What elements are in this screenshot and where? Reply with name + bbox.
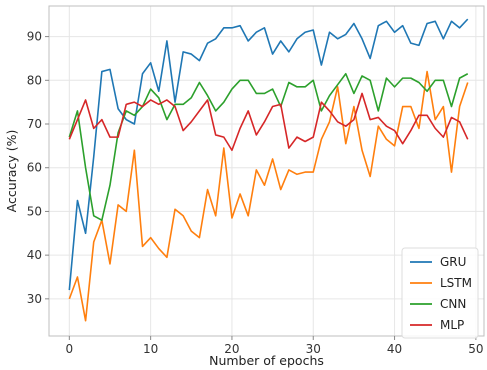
series-line-cnn xyxy=(68,72,469,221)
x-tick-label: 0 xyxy=(66,342,74,356)
plot-area-frame xyxy=(48,5,485,337)
y-tick-label: 40 xyxy=(27,248,42,262)
y-tick-label: 50 xyxy=(27,204,42,218)
legend-box xyxy=(401,247,479,339)
y-axis-label: Accuracy (%) xyxy=(4,130,19,213)
y-tick-label: 30 xyxy=(27,292,42,306)
y-tick-label: 90 xyxy=(27,30,42,44)
x-axis-label: Number of epochs xyxy=(209,353,324,368)
x-tick-label: 20 xyxy=(224,342,239,356)
legend-label-mlp: MLP xyxy=(440,318,464,332)
series-line-lstm xyxy=(68,70,469,322)
x-tick-label: 50 xyxy=(468,342,483,356)
x-tick-label: 10 xyxy=(143,342,158,356)
y-tick-label: 60 xyxy=(27,161,42,175)
x-tick-label: 30 xyxy=(306,342,321,356)
legend-label-cnn: CNN xyxy=(440,297,466,311)
y-tick-label: 70 xyxy=(27,117,42,131)
series-line-mlp xyxy=(68,92,469,152)
x-tick-label: 40 xyxy=(387,342,402,356)
legend-label-lstm: LSTM xyxy=(440,276,472,290)
legend-label-gru: GRU xyxy=(440,255,466,269)
axis-ticks: 0 10 20 30 40 50 30 40 50 60 70 80 90 xyxy=(27,30,484,356)
series-lines xyxy=(68,18,469,322)
y-tick-label: 80 xyxy=(27,73,42,87)
series-line-gru xyxy=(68,18,469,291)
legend: GRU LSTM CNN MLP xyxy=(401,247,479,339)
